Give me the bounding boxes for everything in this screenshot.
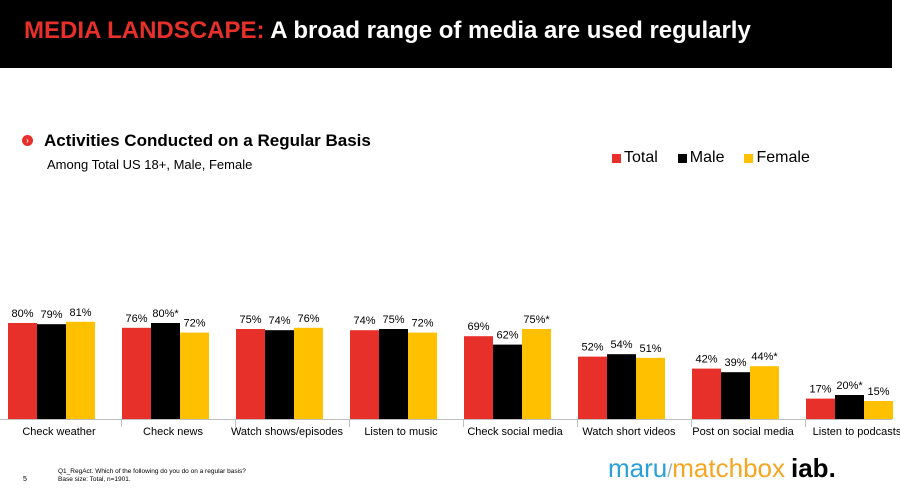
chart-subtitle: Among Total US 18+, Male, Female: [47, 157, 253, 172]
bar-total: [350, 330, 379, 419]
bar-male: [379, 329, 408, 419]
bar-female: [522, 329, 551, 419]
chart-legend: Total Male Female: [612, 149, 810, 167]
category-label: Check social media: [467, 426, 563, 438]
bar-female: [750, 366, 779, 419]
data-label: 80%: [11, 308, 33, 320]
data-label: 74%: [353, 315, 375, 327]
legend-swatch-total: [612, 153, 621, 163]
data-label: 74%: [268, 315, 290, 327]
page-number: 5: [23, 476, 27, 483]
bar-female: [294, 327, 323, 419]
bar-male: [265, 330, 294, 419]
legend-label-total: Total: [624, 149, 658, 166]
legend-swatch-female: [744, 153, 754, 163]
bar-female: [408, 332, 437, 419]
bar-male: [721, 372, 750, 419]
data-label: 62%: [496, 330, 518, 342]
legend-label-male: Male: [689, 149, 725, 166]
legend-label-female: Female: [756, 149, 810, 166]
data-label: 72%: [183, 318, 205, 330]
bar-female: [180, 332, 209, 419]
category-label: Watch short videos: [582, 426, 676, 438]
page-title: MEDIA LANDSCAPE: A broad range of media …: [24, 17, 751, 45]
data-label: 17%: [809, 384, 831, 396]
data-label: 69%: [467, 321, 489, 333]
data-label: 79%: [40, 309, 62, 321]
category-label: Listen to podcasts: [813, 426, 900, 438]
bar-female: [636, 357, 665, 419]
title-bar: MEDIA LANDSCAPE: A broad range of media …: [0, 0, 892, 68]
data-label: 75%*: [523, 314, 550, 326]
data-label: 15%: [867, 386, 889, 398]
data-label: 75%: [382, 314, 404, 326]
data-label: 20%*: [836, 380, 863, 392]
category-label: Post on social media: [692, 426, 794, 438]
legend-item-female: Female: [744, 149, 810, 167]
data-label: 52%: [581, 342, 603, 354]
legend-swatch-male: [677, 153, 687, 163]
bar-male: [607, 354, 636, 419]
bar-male: [835, 395, 864, 419]
chart-title: Activities Conducted on a Regular Basis: [44, 131, 371, 150]
legend-item-male: Male: [677, 149, 725, 167]
data-label: 80%*: [152, 308, 179, 320]
title-accent: MEDIA LANDSCAPE:: [24, 17, 265, 44]
bullet-icon: ›: [22, 135, 33, 146]
bar-total: [464, 336, 493, 419]
bar-total: [806, 398, 835, 419]
bar-male: [493, 344, 522, 419]
footnote-line-1: Q1_RegAct. Which of the following do you…: [58, 468, 246, 475]
data-label: 75%: [239, 314, 261, 326]
brand-logo: maru/matchbox iab.: [608, 453, 836, 484]
bar-female: [66, 321, 95, 419]
category-label: Check weather: [22, 426, 96, 438]
data-label: 44%*: [751, 351, 778, 363]
footnote: Q1_RegAct. Which of the following do you…: [58, 468, 246, 484]
category-label: Check news: [143, 426, 203, 438]
logo-iab: iab.: [791, 453, 836, 483]
bar-male: [37, 324, 66, 419]
data-label: 39%: [724, 357, 746, 369]
data-label: 72%: [411, 318, 433, 330]
legend-item-total: Total: [612, 149, 658, 167]
bar-total: [236, 329, 265, 419]
bar-male: [151, 323, 180, 419]
bar-total: [122, 327, 151, 419]
footnote-line-2: Base size: Total, n=1901.: [58, 476, 131, 483]
data-label: 76%: [297, 313, 319, 325]
category-label: Listen to music: [364, 426, 438, 438]
logo-matchbox: matchbox: [672, 453, 785, 483]
bar-total: [692, 368, 721, 419]
bar-total: [578, 356, 607, 419]
title-rest: A broad range of media are used regularl…: [270, 17, 751, 44]
data-label: 81%: [69, 307, 91, 319]
logo-slash: /: [667, 461, 673, 481]
bar-female: [864, 401, 893, 419]
bar-chart: 80% 79% 81% Check weather 76% 80%* 72% Check ne…: [0, 307, 900, 438]
logo-maru: maru: [608, 453, 668, 483]
data-label: 51%: [639, 343, 661, 355]
data-label: 42%: [695, 354, 717, 366]
data-label: 54%: [610, 339, 632, 351]
bar-total: [8, 323, 37, 419]
category-label: Watch shows/episodes: [231, 426, 344, 438]
data-label: 76%: [125, 313, 147, 325]
